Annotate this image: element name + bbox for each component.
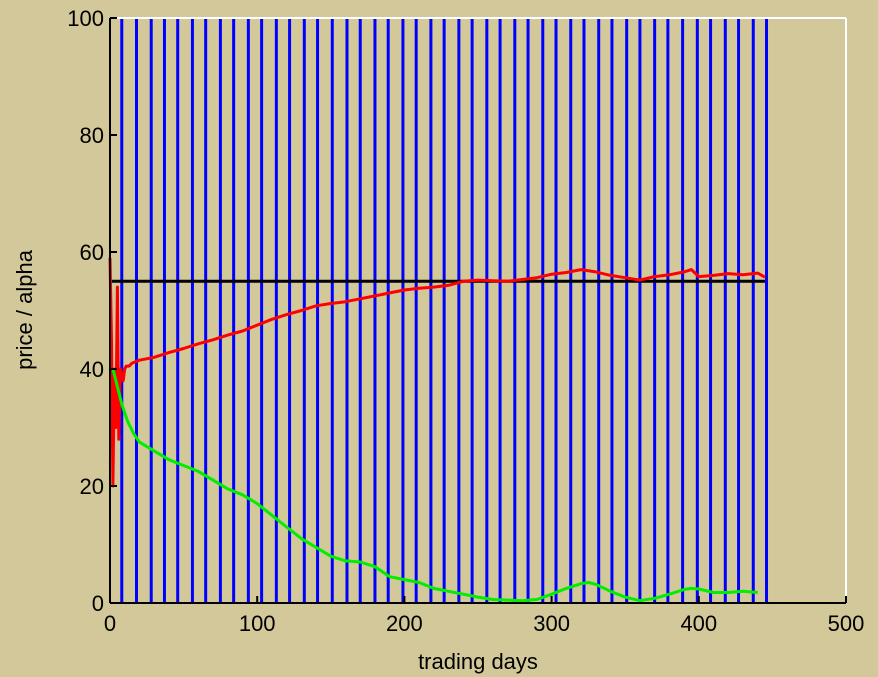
series-line-0 [108, 257, 766, 488]
axes-group [109, 17, 847, 604]
ticks-group: 0 100 200 300 400 500 0 20 40 60 80 100 [67, 6, 864, 636]
y-tick-label-100: 100 [67, 6, 104, 31]
series-group [108, 257, 766, 603]
x-tick-label-0: 0 [104, 611, 116, 636]
y-tick-label-20: 20 [80, 474, 104, 499]
x-tick-label-200: 200 [386, 611, 423, 636]
x-tick-label-100: 100 [239, 611, 276, 636]
y-axis-label: price / alpha [12, 249, 37, 370]
y-tick-label-0: 0 [92, 591, 104, 616]
vertical-lines-group [120, 18, 769, 603]
y-tick-label-80: 80 [80, 123, 104, 148]
y-tick-label-60: 60 [80, 240, 104, 265]
y-tick-label-40: 40 [80, 357, 104, 382]
x-axis-label: trading days [418, 649, 538, 674]
x-tick-label-400: 400 [680, 611, 717, 636]
series-line-1 [111, 368, 758, 603]
x-tick-label-500: 500 [828, 611, 865, 636]
x-tick-label-300: 300 [533, 611, 570, 636]
